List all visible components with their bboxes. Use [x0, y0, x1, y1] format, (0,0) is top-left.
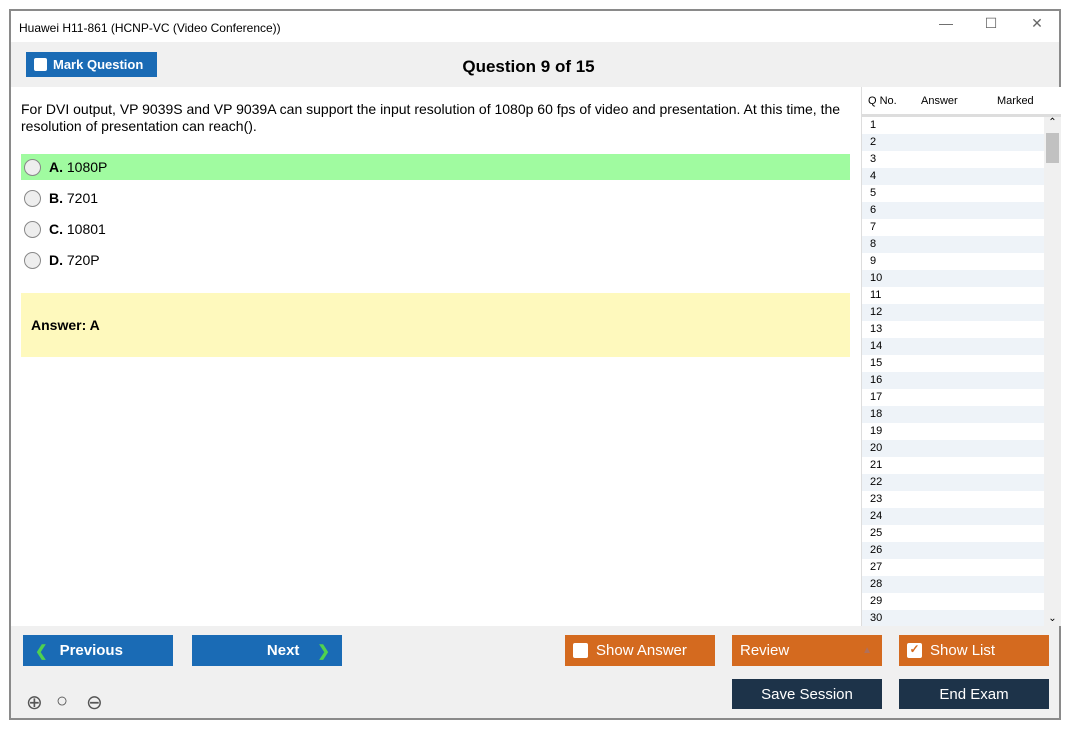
list-row[interactable]: 20: [862, 440, 1044, 457]
list-row[interactable]: 21: [870, 459, 883, 471]
maximize-button[interactable]: ☐: [984, 15, 998, 31]
previous-label: Previous: [59, 642, 123, 659]
show-list-label: Show List: [930, 642, 996, 659]
list-row[interactable]: 3: [870, 153, 877, 165]
question-panel: For DVI output, VP 9039S and VP 9039A ca…: [11, 87, 861, 626]
radio-icon[interactable]: [24, 251, 41, 269]
list-row[interactable]: 24: [862, 508, 1044, 525]
radio-icon[interactable]: [24, 220, 41, 238]
show-answer-label: Show Answer: [596, 642, 687, 659]
option-letter: B.: [49, 190, 63, 206]
scrollbar[interactable]: ⌃ ⌄: [1044, 117, 1061, 626]
list-row[interactable]: 1: [870, 119, 877, 131]
review-dropdown[interactable]: Review ▲: [732, 635, 882, 666]
list-row[interactable]: 5: [870, 187, 877, 199]
checkbox-icon: [34, 58, 47, 71]
list-row[interactable]: 18: [862, 406, 1044, 423]
option-d[interactable]: D. 720P: [21, 247, 850, 273]
option-letter: A.: [49, 159, 63, 175]
option-b[interactable]: B. 7201: [21, 185, 850, 211]
app-window: Huawei H11-861 (HCNP-VC (Video Conferenc…: [9, 9, 1061, 720]
list-row[interactable]: 8: [862, 236, 1044, 253]
option-letter: D.: [49, 252, 63, 268]
list-row[interactable]: 16: [862, 372, 1044, 389]
zoom-in-icon[interactable]: ⊕: [26, 692, 43, 714]
answer-box: Answer: A: [21, 293, 850, 357]
save-session-button[interactable]: Save Session: [732, 679, 882, 709]
list-row[interactable]: 22: [862, 474, 1044, 491]
end-exam-button[interactable]: End Exam: [899, 679, 1049, 709]
show-answer-button[interactable]: Show Answer: [565, 635, 715, 666]
scroll-up-icon[interactable]: ⌃: [1048, 117, 1057, 128]
checkbox-checked-icon: ✓: [907, 643, 922, 658]
header-answer: Answer: [921, 95, 958, 107]
list-row[interactable]: 2: [862, 134, 1044, 151]
list-row[interactable]: 14: [862, 338, 1044, 355]
show-list-button[interactable]: ✓ Show List: [899, 635, 1049, 666]
list-row[interactable]: 10: [862, 270, 1044, 287]
list-row[interactable]: 26: [862, 542, 1044, 559]
zoom-reset-icon[interactable]: ○: [56, 690, 69, 712]
option-text: 10801: [66, 221, 106, 237]
question-text: For DVI output, VP 9039S and VP 9039A ca…: [21, 101, 841, 134]
minimize-button[interactable]: —: [939, 15, 953, 31]
chevron-left-icon: ❮: [35, 642, 48, 660]
list-row[interactable]: 11: [870, 289, 882, 301]
list-row[interactable]: 27: [870, 561, 883, 573]
list-row[interactable]: 23: [870, 493, 883, 505]
list-row[interactable]: 7: [870, 221, 877, 233]
toolbar: Question 9 of 15 Mark Question: [11, 42, 1059, 87]
list-row[interactable]: 9: [870, 255, 877, 267]
zoom-out-icon[interactable]: ⊖: [86, 692, 103, 714]
next-label: Next: [266, 642, 300, 659]
option-c[interactable]: C. 10801: [21, 216, 850, 242]
list-row[interactable]: 19: [870, 425, 883, 437]
chevron-right-icon: ❯: [317, 642, 330, 660]
question-title: Question 9 of 15: [462, 57, 595, 76]
caret-up-icon: ▲: [862, 645, 872, 656]
header-marked: Marked: [997, 95, 1034, 107]
header-qno: Q No.: [868, 95, 897, 107]
list-row[interactable]: 30: [862, 610, 1044, 627]
list-row[interactable]: 17: [870, 391, 883, 403]
review-label: Review: [740, 642, 790, 659]
previous-button[interactable]: ❮ Previous: [23, 635, 173, 666]
next-button[interactable]: Next ❯: [192, 635, 342, 666]
scroll-down-icon[interactable]: ⌄: [1048, 613, 1057, 624]
bottom-bar: ❮ Previous Next ❯ Show Answer Review ▲ ✓ Sho…: [11, 626, 1059, 718]
option-letter: C.: [49, 221, 63, 237]
close-button[interactable]: ✕: [1031, 15, 1043, 31]
list-row[interactable]: 12: [862, 304, 1044, 321]
radio-icon[interactable]: [24, 158, 41, 176]
option-a[interactable]: A. 1080P: [21, 154, 850, 180]
list-row[interactable]: 29: [870, 595, 883, 607]
list-row[interactable]: 4: [862, 168, 1044, 185]
mark-label: Mark Question: [53, 57, 144, 72]
list-row[interactable]: 25: [870, 527, 883, 539]
list-row[interactable]: 15: [870, 357, 883, 369]
title-bar: Huawei H11-861 (HCNP-VC (Video Conferenc…: [11, 11, 1059, 42]
list-row[interactable]: 13: [870, 323, 883, 335]
option-text: 7201: [66, 190, 99, 206]
list-row[interactable]: 28: [862, 576, 1044, 593]
list-header: Q No. Answer Marked: [862, 87, 1061, 117]
radio-icon[interactable]: [24, 189, 41, 207]
option-text: 720P: [66, 252, 100, 268]
window-title: Huawei H11-861 (HCNP-VC (Video Conferenc…: [19, 21, 281, 35]
mark-question-button[interactable]: Mark Question: [26, 52, 157, 77]
list-row[interactable]: 6: [862, 202, 1044, 219]
list-rows: 1 2 3 4 5 6 7 8 9 10 11 12 13 14 15 16 17 18 19 20 21 22 23 24 2…: [862, 117, 1044, 627]
scroll-thumb[interactable]: [1046, 133, 1059, 163]
question-list: Q No. Answer Marked 1 2 3 4 5 6 7 8 9 10 11 12 13 14 1…: [861, 87, 1061, 627]
option-text: 1080P: [66, 159, 108, 175]
checkbox-icon: [573, 643, 588, 658]
